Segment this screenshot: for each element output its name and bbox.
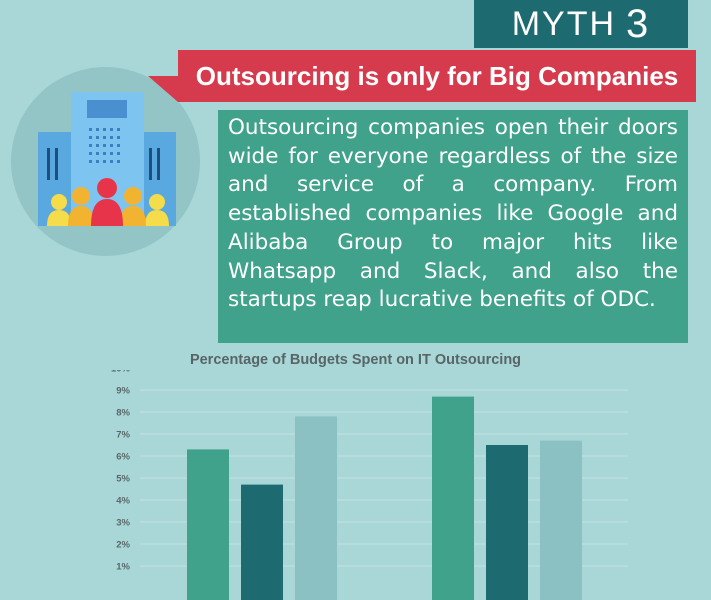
body-text-box: Outsourcing companies open their doors w… xyxy=(218,110,688,343)
chart-bars xyxy=(187,396,582,600)
y-tick-label: 3% xyxy=(116,518,130,529)
myth-badge-word: MYTH xyxy=(511,4,617,43)
y-tick-label: 10% xyxy=(111,370,131,375)
headline-ribbon xyxy=(178,50,696,102)
y-tick-label: 7% xyxy=(116,430,130,441)
bar-series-1-group-2 xyxy=(432,396,474,600)
y-tick-label: 2% xyxy=(116,540,130,551)
y-tick-label: 5% xyxy=(116,474,130,485)
headline-ribbon-tail xyxy=(148,76,178,102)
bar-chart: 1% 2% 3% 4% 5% 6% 7% 8% 9% 10% xyxy=(111,370,628,600)
y-tick-label: 9% xyxy=(116,386,130,397)
bar-series-1-group-1 xyxy=(187,449,229,600)
bar-series-2-group-1 xyxy=(241,484,283,600)
office-building-with-people-icon xyxy=(38,92,176,226)
myth-badge-number: 3 xyxy=(626,1,651,46)
body-text: Outsourcing companies open their doors w… xyxy=(228,115,678,313)
chart-title: Percentage of Budgets Spent on IT Outsou… xyxy=(189,352,522,368)
bar-series-3-group-1 xyxy=(295,416,337,600)
headline-text: Outsourcing is only for Big Companies xyxy=(195,60,679,91)
myth-badge: MYTH 3 xyxy=(474,0,688,48)
y-tick-label: 8% xyxy=(116,408,130,419)
y-tick-label: 4% xyxy=(116,496,130,507)
bar-series-3-group-2 xyxy=(540,440,582,600)
bar-series-2-group-2 xyxy=(486,445,528,600)
chart-y-ticks: 1% 2% 3% 4% 5% 6% 7% 8% 9% 10% xyxy=(111,370,131,573)
y-tick-label: 1% xyxy=(116,562,130,573)
y-tick-label: 6% xyxy=(116,452,130,463)
